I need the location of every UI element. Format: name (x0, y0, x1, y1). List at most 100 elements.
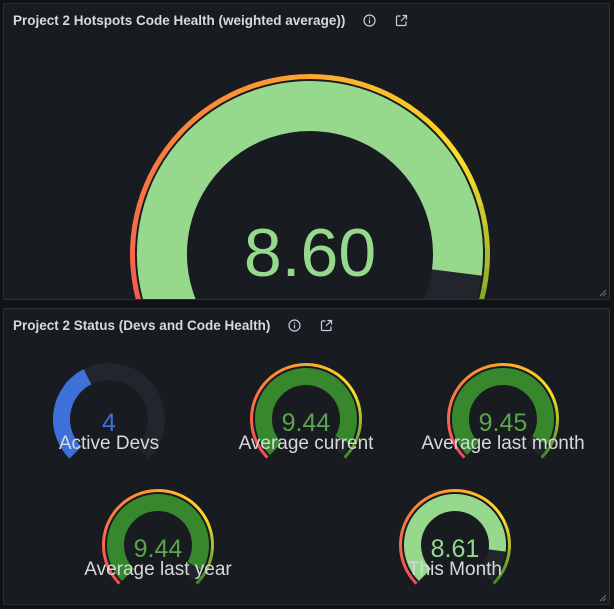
threshold-band-segment (106, 517, 112, 525)
threshold-band-segment (423, 494, 432, 501)
gauge-label: Active Devs (59, 433, 159, 454)
resize-handle-icon[interactable] (597, 592, 607, 602)
threshold-band-segment (112, 506, 120, 514)
threshold-band-segment (502, 561, 509, 569)
threshold-band-segment (484, 498, 492, 505)
threshold-band-segment (357, 403, 362, 412)
threshold-band-segment (269, 372, 277, 379)
threshold-band-segment (549, 391, 555, 400)
threshold-band-segment (352, 391, 358, 400)
threshold-band-segment (102, 529, 108, 537)
gauge-value: 9.44 (134, 535, 183, 563)
threshold-band-segment (130, 245, 136, 269)
threshold-band-segment (483, 364, 491, 370)
threshold-band-segment (104, 523, 110, 531)
resize-handle-icon[interactable] (597, 287, 607, 297)
gauge-value-arc (255, 368, 357, 456)
threshold-band-segment (209, 529, 214, 538)
threshold-band-segment (170, 490, 178, 496)
threshold-band-segment (457, 380, 465, 388)
threshold-band-segment (274, 368, 283, 375)
threshold-band-segment (399, 548, 404, 556)
threshold-band-segment (116, 502, 124, 510)
hotspots-code-health-panel: Project 2 Hotspots Code Health (weighted… (3, 3, 610, 300)
threshold-band-segment (280, 366, 288, 372)
threshold-band-segment (250, 422, 255, 430)
threshold-band-segment (254, 391, 260, 399)
threshold-band-segment (324, 366, 332, 372)
threshold-band-segment (144, 489, 153, 494)
panel-title: Project 2 Status (Devs and Code Health) (13, 317, 271, 333)
threshold-band-segment (126, 494, 135, 501)
threshold-band-segment (340, 376, 348, 384)
threshold-band-segment (312, 363, 320, 368)
threshold-band-segment (435, 490, 443, 496)
threshold-band-segment (204, 517, 210, 526)
gauge-average-last-year: 9.44 Average last year (84, 488, 232, 585)
threshold-band-segment (521, 366, 529, 372)
gauge-label: Average last month (421, 433, 584, 454)
threshold-band-segment (403, 517, 409, 525)
info-icon[interactable] (286, 317, 302, 333)
threshold-band-segment (527, 369, 535, 376)
panel-header[interactable]: Project 2 Status (Devs and Code Health) (4, 309, 609, 341)
threshold-band-segment (132, 492, 140, 498)
threshold-band-segment (399, 535, 403, 543)
threshold-band-segment (492, 577, 499, 585)
threshold-band-segment (102, 548, 107, 556)
threshold-band-segment (461, 489, 469, 494)
threshold-band-segment (343, 451, 350, 459)
status-panel: Project 2 Status (Devs and Code Health) … (3, 308, 610, 605)
threshold-band-segment (399, 529, 405, 537)
threshold-band-segment (401, 561, 407, 569)
threshold-band-segment (515, 364, 523, 370)
threshold-band-segment (330, 369, 338, 376)
threshold-band-segment (554, 423, 559, 431)
threshold-band-segment (471, 368, 480, 375)
gauge-value: 4 (102, 409, 116, 437)
threshold-band-segment (182, 495, 190, 502)
threshold-band-segment (545, 386, 553, 394)
threshold-band-segment (309, 74, 333, 81)
threshold-band-segment (479, 495, 487, 502)
threshold-band-segment (554, 403, 559, 412)
threshold-band-segment (357, 423, 362, 431)
gauge-label: Average current (239, 433, 375, 454)
external-link-icon[interactable] (318, 317, 334, 333)
threshold-band-segment (264, 376, 272, 384)
threshold-band-segment (454, 385, 461, 394)
threshold-band-segment (466, 372, 474, 379)
gauge-this-month: 8.61 This Month (399, 488, 512, 585)
threshold-band-segment (461, 376, 469, 384)
threshold-band-segment (441, 489, 450, 494)
threshold-band-segment (503, 523, 509, 531)
threshold-band-segment (121, 498, 129, 505)
threshold-band-segment (133, 287, 141, 299)
threshold-band-segment (537, 376, 545, 384)
threshold-band-segment (130, 224, 138, 248)
threshold-band-segment (501, 517, 507, 526)
threshold-band-segment (484, 246, 490, 270)
panel-title: Project 2 Hotspots Code Health (weighted… (13, 12, 346, 28)
threshold-band-segment (401, 523, 407, 531)
threshold-band-segment (478, 205, 488, 228)
threshold-band-segment (130, 266, 139, 290)
external-link-icon[interactable] (393, 12, 409, 28)
threshold-band-segment (532, 372, 540, 379)
threshold-band-segment (138, 490, 146, 496)
threshold-band-segment (209, 549, 214, 557)
main-gauge-value: 8.60 (244, 215, 376, 291)
threshold-band-segment (449, 397, 455, 405)
threshold-band-segment (354, 397, 360, 405)
gauge-value-arc (404, 494, 506, 582)
info-icon[interactable] (361, 12, 377, 28)
gauge-value: 9.44 (282, 409, 331, 437)
threshold-band-segment (187, 498, 195, 505)
main-gauge: 8.60 (130, 73, 490, 299)
threshold-band-segment (344, 380, 352, 389)
threshold-band-segment (482, 225, 490, 249)
panel-header[interactable]: Project 2 Hotspots Code Health (weighted… (4, 4, 609, 36)
threshold-band-segment (400, 555, 405, 563)
threshold-band-segment (418, 498, 426, 505)
threshold-band-segment (102, 535, 106, 543)
